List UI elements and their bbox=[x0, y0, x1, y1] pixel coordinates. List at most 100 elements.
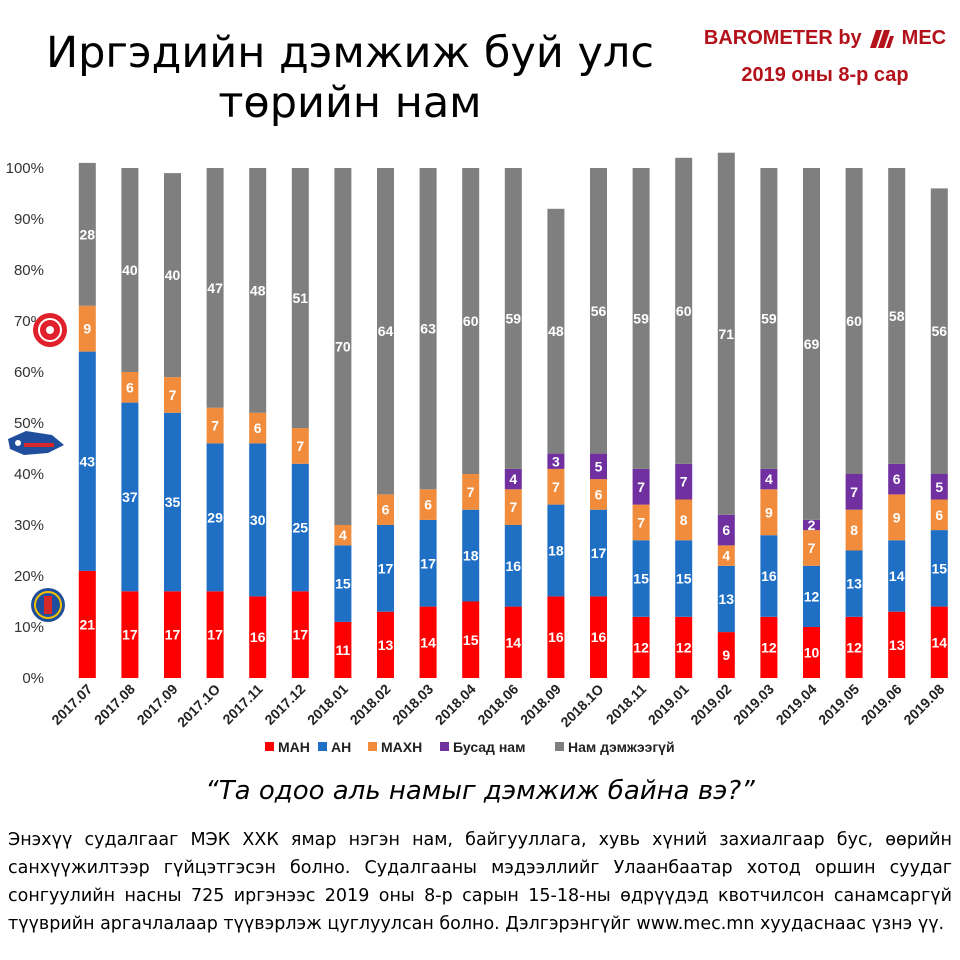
data-label: 60 bbox=[463, 313, 479, 329]
data-label: 12 bbox=[804, 588, 820, 604]
data-label: 12 bbox=[633, 639, 649, 655]
bar-segment bbox=[717, 514, 735, 546]
data-label: 14 bbox=[932, 634, 948, 650]
x-tick-label: 2019.05 bbox=[815, 681, 862, 728]
legend: МАН АН МАХН Бусад нам Нам дэмжээгүй bbox=[265, 739, 675, 755]
bar-segment bbox=[462, 168, 480, 474]
data-label: 15 bbox=[633, 571, 649, 587]
data-label: 56 bbox=[591, 303, 607, 319]
an-logo-icon bbox=[8, 431, 64, 455]
data-label: 7 bbox=[467, 484, 475, 500]
data-label: 43 bbox=[80, 453, 96, 469]
brand-block: BAROMETER by MEC 2019 оны 8-р сар bbox=[700, 26, 950, 87]
bar-segment bbox=[888, 540, 906, 612]
data-label: 4 bbox=[765, 471, 773, 487]
bar-segment bbox=[377, 494, 394, 525]
data-label: 47 bbox=[207, 280, 223, 296]
data-label: 16 bbox=[761, 568, 777, 584]
survey-date: 2019 оны 8-р сар bbox=[741, 64, 909, 86]
data-label: 7 bbox=[169, 387, 177, 403]
data-label: 11 bbox=[335, 642, 350, 658]
bar-segment bbox=[377, 525, 394, 612]
data-label: 30 bbox=[250, 512, 266, 528]
data-label: 28 bbox=[80, 226, 96, 242]
bar-segment bbox=[845, 168, 863, 474]
bar-segment bbox=[590, 453, 607, 480]
data-label: 4 bbox=[509, 471, 517, 487]
data-label: 21 bbox=[80, 616, 96, 632]
x-tick-label: 2019.04 bbox=[773, 681, 820, 728]
data-label: 10 bbox=[804, 645, 820, 661]
y-tick-label: 0% bbox=[22, 670, 44, 687]
brand-prefix: BAROMETER by bbox=[703, 26, 862, 49]
data-label: 4 bbox=[339, 527, 347, 543]
data-label: 63 bbox=[420, 321, 436, 337]
bar-segment bbox=[419, 606, 437, 678]
bar-segment bbox=[675, 499, 693, 541]
data-label: 12 bbox=[846, 639, 862, 655]
bar-segment bbox=[249, 596, 267, 678]
data-label: 6 bbox=[424, 497, 432, 513]
data-label: 25 bbox=[293, 520, 309, 536]
bar-segment bbox=[377, 611, 394, 678]
data-label: 15 bbox=[335, 576, 351, 592]
bar-segment bbox=[803, 627, 820, 678]
bar-segment bbox=[164, 173, 181, 378]
data-label: 16 bbox=[250, 629, 266, 645]
y-tick-label: 40% bbox=[14, 466, 44, 483]
data-label: 59 bbox=[761, 310, 777, 326]
bar-segment bbox=[504, 168, 522, 469]
y-tick-label: 20% bbox=[14, 568, 44, 585]
data-label: 7 bbox=[808, 540, 816, 556]
y-tick-label: 60% bbox=[14, 364, 44, 381]
bar-segment bbox=[249, 168, 267, 413]
data-label: 7 bbox=[211, 418, 219, 434]
data-label: 6 bbox=[893, 471, 901, 487]
bar-segment bbox=[377, 168, 394, 495]
bar-segment bbox=[717, 545, 735, 566]
bar-segment bbox=[717, 152, 735, 515]
y-tick-label: 80% bbox=[14, 262, 44, 279]
data-label: 64 bbox=[378, 323, 394, 339]
bar-segment bbox=[249, 412, 267, 444]
data-label: 17 bbox=[207, 627, 223, 643]
bar-segment bbox=[803, 519, 820, 531]
y-tick-label: 100% bbox=[6, 160, 44, 177]
bar-segment bbox=[334, 168, 352, 525]
bar-segment bbox=[121, 591, 139, 678]
bar-segment bbox=[675, 616, 693, 678]
data-label: 8 bbox=[850, 522, 858, 538]
man-logo-icon bbox=[31, 588, 65, 622]
x-tick-label: 2018.09 bbox=[517, 681, 564, 728]
bar-segment bbox=[760, 168, 778, 469]
x-tick-label: 2018.04 bbox=[432, 681, 479, 728]
data-label: 48 bbox=[548, 323, 564, 339]
bar-segment bbox=[206, 443, 224, 592]
bar-segment bbox=[547, 208, 565, 454]
data-label: 6 bbox=[722, 522, 730, 538]
x-tick-label: 2018.1O bbox=[557, 681, 606, 730]
data-label: 5 bbox=[595, 458, 603, 474]
legend-label: МАН bbox=[278, 739, 310, 755]
party-logos bbox=[8, 313, 67, 622]
data-label: 3 bbox=[552, 453, 560, 469]
bar-segment bbox=[590, 509, 607, 597]
bar-segment bbox=[206, 168, 224, 408]
data-label: 51 bbox=[293, 290, 309, 306]
data-label: 16 bbox=[591, 629, 607, 645]
bar-segment bbox=[632, 504, 650, 541]
bar-segment bbox=[334, 545, 352, 622]
x-tick-label: 2017.11 bbox=[219, 681, 266, 728]
data-label: 60 bbox=[676, 303, 692, 319]
bar-segment bbox=[547, 468, 565, 505]
data-label: 6 bbox=[126, 379, 134, 395]
chart-title: Иргэдийн дэмжиж буй улс төрийн нам bbox=[40, 28, 660, 128]
data-label: 40 bbox=[122, 262, 138, 278]
bar-segment bbox=[121, 168, 139, 372]
x-tick-label: 2017.07 bbox=[48, 681, 95, 728]
data-label: 58 bbox=[889, 308, 905, 324]
bar-segment bbox=[291, 591, 309, 678]
data-label: 9 bbox=[722, 647, 730, 663]
legend-label: Нам дэмжээгүй bbox=[568, 739, 675, 755]
data-label: 15 bbox=[932, 560, 948, 576]
